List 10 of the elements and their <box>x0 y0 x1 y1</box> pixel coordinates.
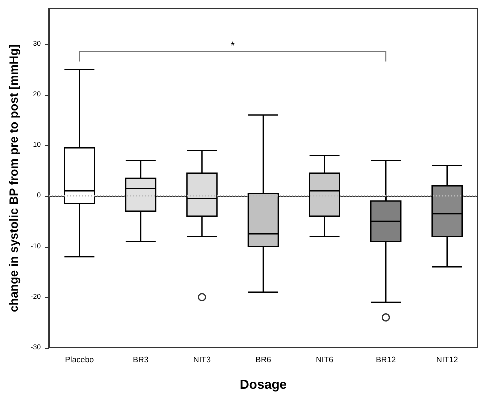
x-axis-title: Dosage <box>240 377 287 392</box>
x-tick-label: BR6 <box>256 356 272 364</box>
x-tick-label: Placebo <box>65 356 95 364</box>
x-tick-label: BR3 <box>133 356 150 364</box>
x-tick-label: NIT12 <box>436 356 459 364</box>
x-tick-label: NIT6 <box>316 356 334 364</box>
x-tick-label: BR12 <box>376 356 397 364</box>
annotation: * <box>230 40 236 53</box>
x-tick-label: NIT3 <box>194 356 212 364</box>
y-axis-title: change in systolic BP from pre to post [mmHg] <box>7 44 21 312</box>
